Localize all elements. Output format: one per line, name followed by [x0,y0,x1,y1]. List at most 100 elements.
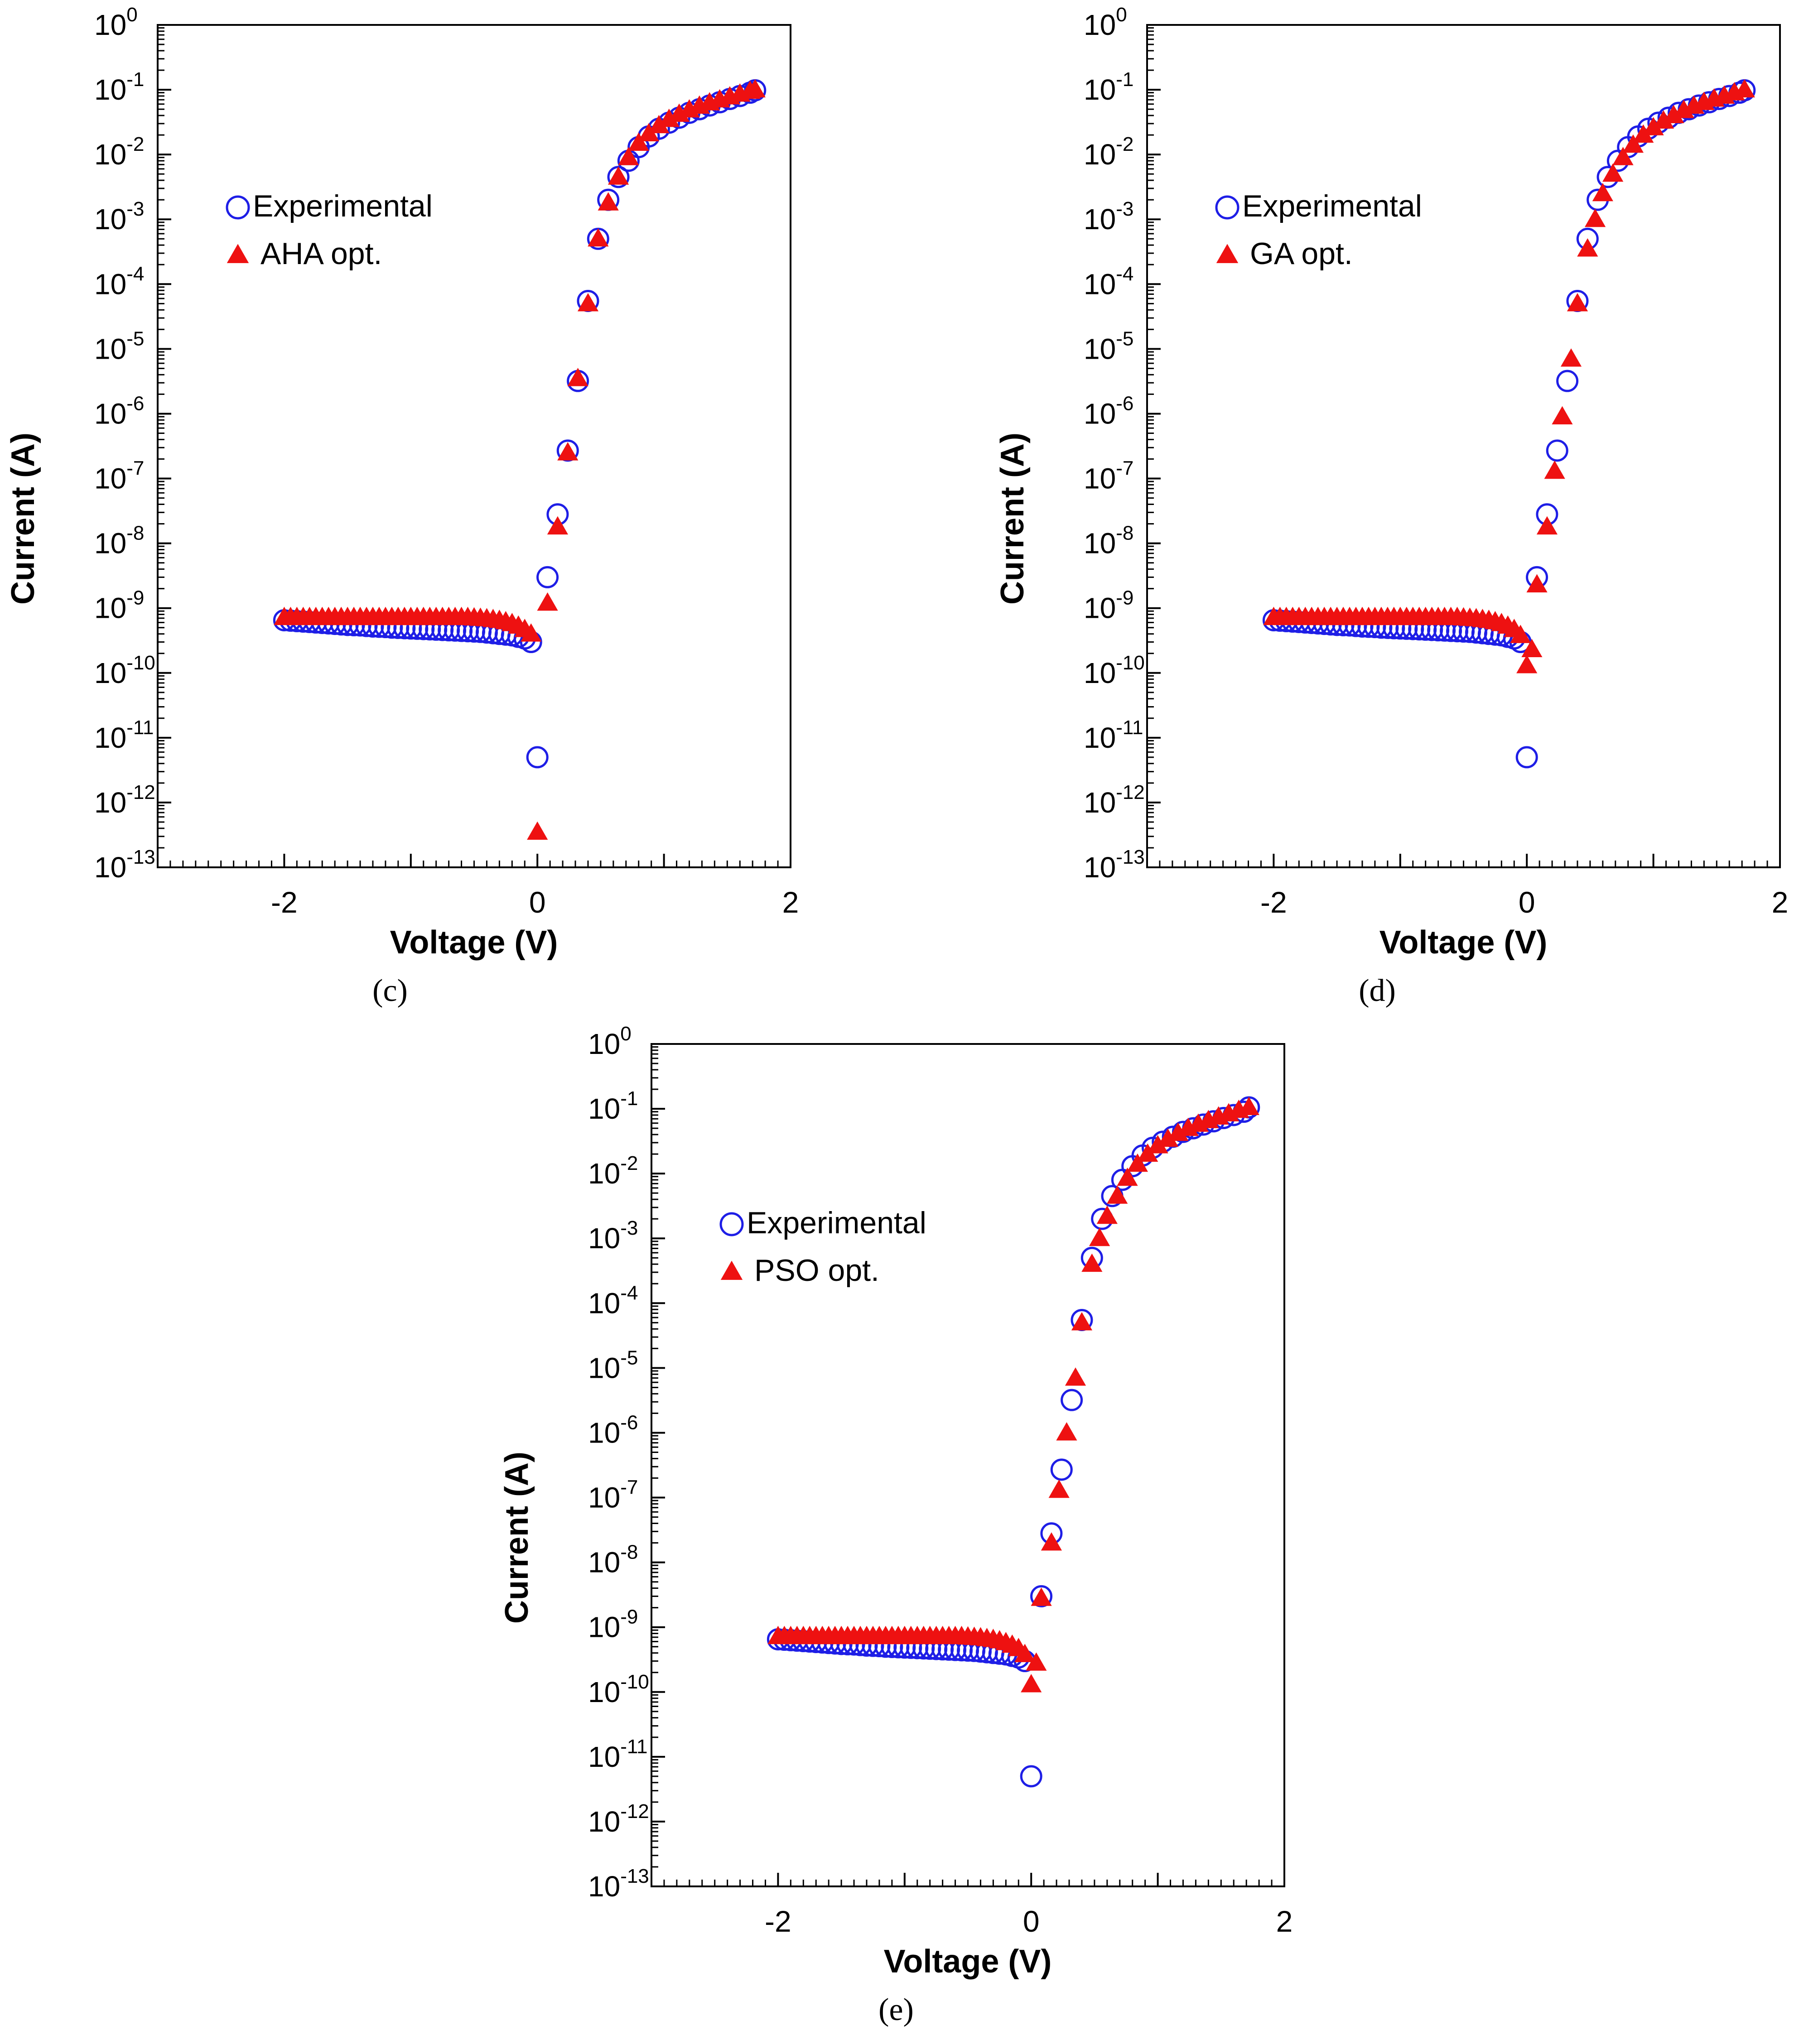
y-tick-base: 10 [1084,203,1116,236]
y-tick-exponent: -6 [1116,392,1133,414]
y-tick-label: 10-7 [94,457,144,495]
y-tick-exponent: -7 [620,1476,638,1499]
data-point-optimized [744,79,766,98]
y-tick-exponent: -4 [126,263,144,285]
y-tick-exponent: -9 [126,587,144,609]
legend-marker-optimized [720,1260,743,1280]
y-tick-label: 10-3 [94,198,144,236]
data-point-experimental [526,746,549,769]
y-tick-label: 10-12 [588,1800,649,1838]
y-tick-exponent: -1 [620,1087,638,1110]
data-point-experimental [1050,1458,1073,1481]
data-point-optimized [537,592,558,611]
data-point-optimized [1071,1312,1093,1331]
y-tick-exponent: -7 [1116,457,1133,480]
data-point-optimized [1089,1227,1110,1246]
x-tick-label: 2 [1772,885,1789,919]
x-tick-label: -2 [271,885,298,919]
data-point-optimized [1544,460,1565,479]
y-tick-base: 10 [1084,9,1116,41]
y-tick-base: 10 [94,462,126,495]
y-tick-label: 10-6 [1084,392,1133,430]
data-point-optimized [521,623,542,642]
y-tick-exponent: -8 [620,1541,638,1563]
y-tick-exponent: -3 [620,1217,638,1239]
x-tick-label: -2 [765,1905,791,1938]
data-point-optimized [1014,1644,1036,1662]
legend-marker-experimental [1215,195,1240,220]
x-axis-title: Voltage (V) [1379,924,1548,961]
data-point-optimized [1516,655,1538,673]
legend: Experimental AHA opt. [226,189,433,271]
data-point-experimental [1020,1765,1042,1788]
data-point-optimized [1056,1422,1077,1441]
y-tick-label: 10-6 [588,1411,638,1449]
legend-marker-experimental [226,195,250,220]
x-tick-label: 2 [782,885,799,919]
y-axis-title: Current (A) [499,1452,535,1624]
y-tick-label: 10-12 [1084,781,1145,819]
y-tick-label: 10-8 [94,522,144,560]
y-tick-label: 10-2 [1084,133,1133,171]
y-tick-base: 10 [94,332,126,365]
y-tick-exponent: -5 [1116,327,1133,350]
y-tick-base: 10 [1084,462,1116,495]
y-tick-exponent: -11 [1116,717,1143,739]
y-tick-base: 10 [588,1805,620,1838]
y-tick-label: 10-1 [94,68,144,106]
y-tick-label: 100 [1084,4,1127,41]
data-point-optimized [1096,1205,1118,1224]
legend-label-experimental: Experimental [253,189,433,223]
panel-label: (d) [1359,973,1396,1008]
data-point-optimized [628,132,649,151]
data-point-optimized [1526,574,1548,592]
y-tick-base: 10 [1084,851,1116,884]
x-tick-label: 2 [1276,1905,1293,1938]
data-point-optimized [588,228,609,247]
data-point-optimized [1663,105,1684,124]
legend-label-optimized: AHA opt. [260,236,382,271]
y-tick-exponent: -3 [126,198,144,220]
data-point-optimized [1602,163,1624,182]
y-tick-base: 10 [588,1028,620,1060]
data-point-optimized [1536,516,1558,535]
legend-marker-optimized [1216,244,1239,263]
data-point-optimized [1577,238,1598,257]
y-tick-base: 10 [588,1416,620,1449]
data-point-experimental [536,566,559,588]
y-tick-label: 10-9 [94,587,144,625]
y-tick-exponent: -3 [1116,198,1133,220]
y-tick-exponent: -13 [1116,846,1145,868]
y-tick-label: 100 [588,1023,632,1060]
y-tick-exponent: -6 [126,392,144,414]
y-tick-label: 10-11 [588,1736,648,1773]
data-point-optimized [1584,208,1606,227]
data-point-experimental [1556,370,1579,392]
y-tick-exponent: 0 [1116,4,1127,26]
y-tick-exponent: 0 [126,4,137,26]
y-tick-exponent: -5 [620,1347,638,1369]
y-tick-label: 10-8 [588,1541,638,1579]
data-point-optimized [1137,1143,1158,1162]
y-tick-exponent: -6 [620,1411,638,1433]
chart-panel-e: 10010-110-210-310-410-510-610-710-810-91… [499,1023,1293,2027]
y-tick-base: 10 [588,1351,620,1384]
chart-panel-d: 10010-110-210-310-410-510-610-710-810-91… [994,4,1788,1008]
y-tick-exponent: -10 [1116,652,1145,674]
y-tick-exponent: 0 [620,1023,631,1045]
y-tick-exponent: -9 [620,1606,638,1628]
y-tick-label: 100 [94,4,138,41]
y-tick-base: 10 [1084,73,1116,106]
y-tick-label: 10-3 [588,1217,638,1255]
data-point-optimized [1567,293,1588,312]
y-tick-base: 10 [94,268,126,300]
legend: Experimental GA opt. [1215,189,1422,271]
y-tick-exponent: -11 [620,1736,647,1758]
data-point-optimized [1653,110,1674,129]
y-tick-exponent: -2 [620,1152,638,1174]
y-axis-title: Current (A) [5,433,41,605]
y-tick-exponent: -1 [126,68,144,91]
y-tick-base: 10 [1084,397,1116,430]
data-point-optimized [1065,1367,1086,1386]
